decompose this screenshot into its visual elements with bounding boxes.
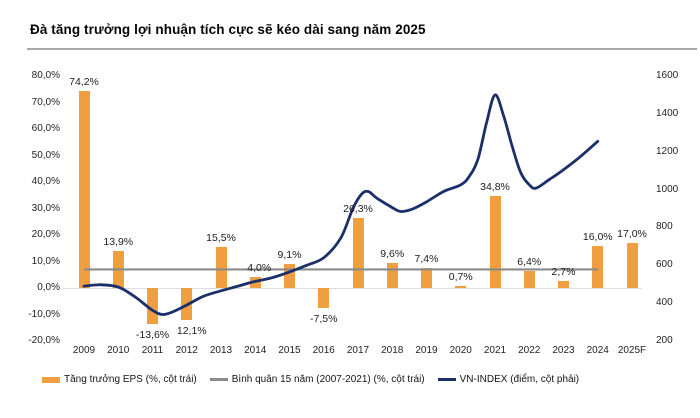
left-axis-tick: 50,0%: [31, 149, 60, 161]
eps-bar: [386, 262, 398, 288]
x-axis-label: 2013: [209, 345, 233, 356]
x-axis-label: 2021: [483, 345, 507, 356]
chart-title: Đà tăng trưởng lợi nhuận tích cực sẽ kéo…: [30, 22, 426, 37]
right-axis-tick: 800: [656, 221, 673, 233]
left-axis-tick: -20,0%: [28, 335, 60, 346]
x-axis-label: 2012: [175, 345, 198, 356]
x-axis-label: 2023: [552, 345, 575, 356]
eps-bar: [421, 268, 432, 288]
eps-bar: [215, 246, 227, 288]
eps-bar: [592, 245, 604, 288]
right-axis-tick: 200: [656, 335, 673, 346]
bar-value-label: 34,8%: [480, 180, 510, 193]
eps-bar: [181, 288, 193, 321]
eps-bar: [626, 242, 638, 288]
left-axis-tick: 0,0%: [37, 282, 60, 293]
legend-item-vn-index: VN-INDEX (điểm, cột phải): [437, 374, 580, 385]
eps-bar: [489, 195, 501, 288]
eps-bar: [318, 288, 330, 308]
eps-bar: [249, 277, 261, 288]
x-axis-label: 2015: [278, 345, 301, 356]
eps-bar-swatch: [42, 376, 60, 383]
legend-item-average: Bình quân 15 năm (2007-2021) (%, cột trá…: [209, 374, 425, 385]
eps-bar: [147, 288, 158, 325]
bar-value-label: 17,0%: [617, 227, 647, 240]
bar-value-label: -13,6%: [135, 329, 170, 342]
right-axis-tick: 1200: [656, 145, 679, 157]
x-axis-label: 2011: [141, 345, 164, 356]
legend-label-vn-index: VN-INDEX (điểm, cột phải): [459, 374, 580, 385]
bar-value-label: 74,2%: [69, 76, 99, 89]
x-axis-label: 2018: [381, 345, 404, 356]
legend-label-average: Bình quân 15 năm (2007-2021) (%, cột trá…: [231, 374, 425, 385]
right-axis-tick: 600: [656, 259, 673, 271]
eps-bar: [112, 251, 124, 288]
bar-value-label: 12,1%: [176, 325, 207, 338]
bar-value-label: 26,3%: [343, 203, 373, 216]
eps-bar: [558, 280, 569, 288]
bar-value-label: -7,5%: [310, 312, 338, 325]
eps-bar: [523, 271, 535, 288]
x-axis-label: 2009: [72, 345, 96, 356]
left-axis-tick: 30,0%: [31, 202, 60, 214]
x-axis-label: 2016: [312, 345, 335, 356]
x-axis-label: 2024: [586, 345, 609, 356]
right-axis-tick: 400: [656, 297, 673, 309]
left-axis-tick: 70,0%: [31, 96, 60, 108]
eps-bar: [352, 218, 364, 288]
x-axis-label: 2022: [518, 345, 541, 356]
left-axis-tick: 80,0%: [31, 70, 60, 81]
bar-value-label: 0,7%: [448, 271, 473, 284]
left-axis-tick: 10,0%: [31, 255, 60, 267]
bar-value-label: 9,1%: [277, 248, 302, 261]
bar-value-label: 2,7%: [551, 265, 576, 278]
x-axis-label: 2020: [449, 345, 472, 356]
x-axis-label: 2017: [346, 345, 370, 356]
left-axis-tick: 40,0%: [31, 176, 60, 187]
x-axis-label: 2019: [415, 345, 438, 356]
bar-value-label: 4,0%: [247, 262, 272, 275]
legend-label-eps: Tăng trưởng EPS (%, cột trái): [64, 374, 197, 385]
eps-bar: [455, 286, 467, 288]
bar-value-label: 7,4%: [414, 253, 439, 266]
vn-index-swatch: [437, 378, 456, 381]
x-axis-label: 2014: [244, 345, 267, 356]
legend-item-eps: Tăng trưởng EPS (%, cột trái): [42, 374, 197, 385]
eps-bar: [78, 91, 90, 288]
right-axis-tick: 1400: [656, 107, 679, 119]
bar-value-label: 15,5%: [206, 231, 236, 244]
bar-value-label: 13,9%: [103, 236, 134, 249]
left-axis-tick: 20,0%: [31, 229, 60, 240]
title-underline: [27, 48, 697, 50]
average-line-swatch: [209, 378, 228, 381]
right-axis-tick: 1600: [656, 70, 679, 81]
x-axis-label: 2010: [107, 345, 130, 356]
legend: Tăng trưởng EPS (%, cột trái) Bình quân …: [42, 374, 579, 385]
x-axis-label: 2025F: [617, 345, 647, 356]
left-axis-tick: 60,0%: [31, 123, 60, 134]
left-axis-tick: -10,0%: [28, 308, 60, 320]
right-axis-tick: 1000: [656, 183, 679, 195]
